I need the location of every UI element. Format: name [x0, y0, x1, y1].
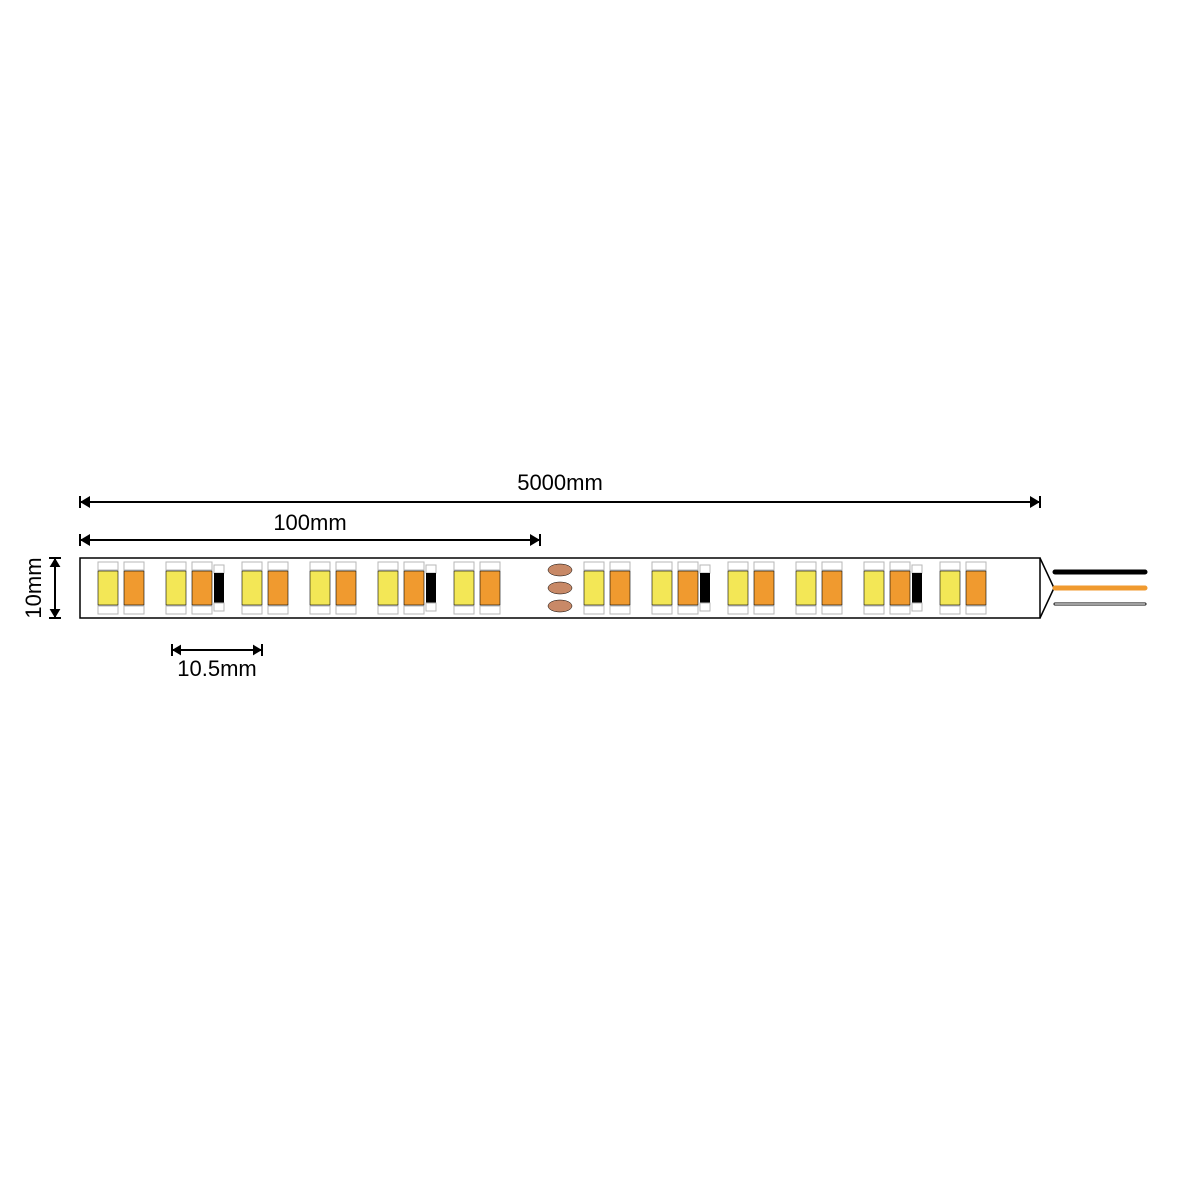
resistor — [912, 565, 922, 611]
led-chip — [378, 562, 398, 614]
resistor — [214, 565, 224, 611]
led-chip — [966, 562, 986, 614]
led-chip — [652, 562, 672, 614]
led-chip — [98, 562, 118, 614]
led-chip — [480, 562, 500, 614]
led-chip — [454, 562, 474, 614]
led-chip — [728, 562, 748, 614]
led-chip — [796, 562, 816, 614]
led-chip — [754, 562, 774, 614]
led-chip — [678, 562, 698, 614]
resistor — [426, 565, 436, 611]
label-segment-length: 100mm — [273, 510, 346, 535]
led-chip — [864, 562, 884, 614]
label-strip-width: 10mm — [21, 557, 46, 618]
led-chip — [584, 562, 604, 614]
led-chip — [166, 562, 186, 614]
solder-pads — [548, 564, 572, 612]
output-wires — [1055, 572, 1145, 604]
resistor — [700, 565, 710, 611]
label-total-length: 5000mm — [517, 470, 603, 495]
led-chip — [940, 562, 960, 614]
led-chip — [124, 562, 144, 614]
led-chip — [404, 562, 424, 614]
led-chip — [310, 562, 330, 614]
led-chip — [336, 562, 356, 614]
led-chip — [242, 562, 262, 614]
led-chip — [822, 562, 842, 614]
led-chip — [268, 562, 288, 614]
label-pitch: 10.5mm — [177, 656, 256, 681]
led-chip — [192, 562, 212, 614]
led-strip — [80, 558, 1054, 618]
led-chip — [610, 562, 630, 614]
led-chip — [890, 562, 910, 614]
